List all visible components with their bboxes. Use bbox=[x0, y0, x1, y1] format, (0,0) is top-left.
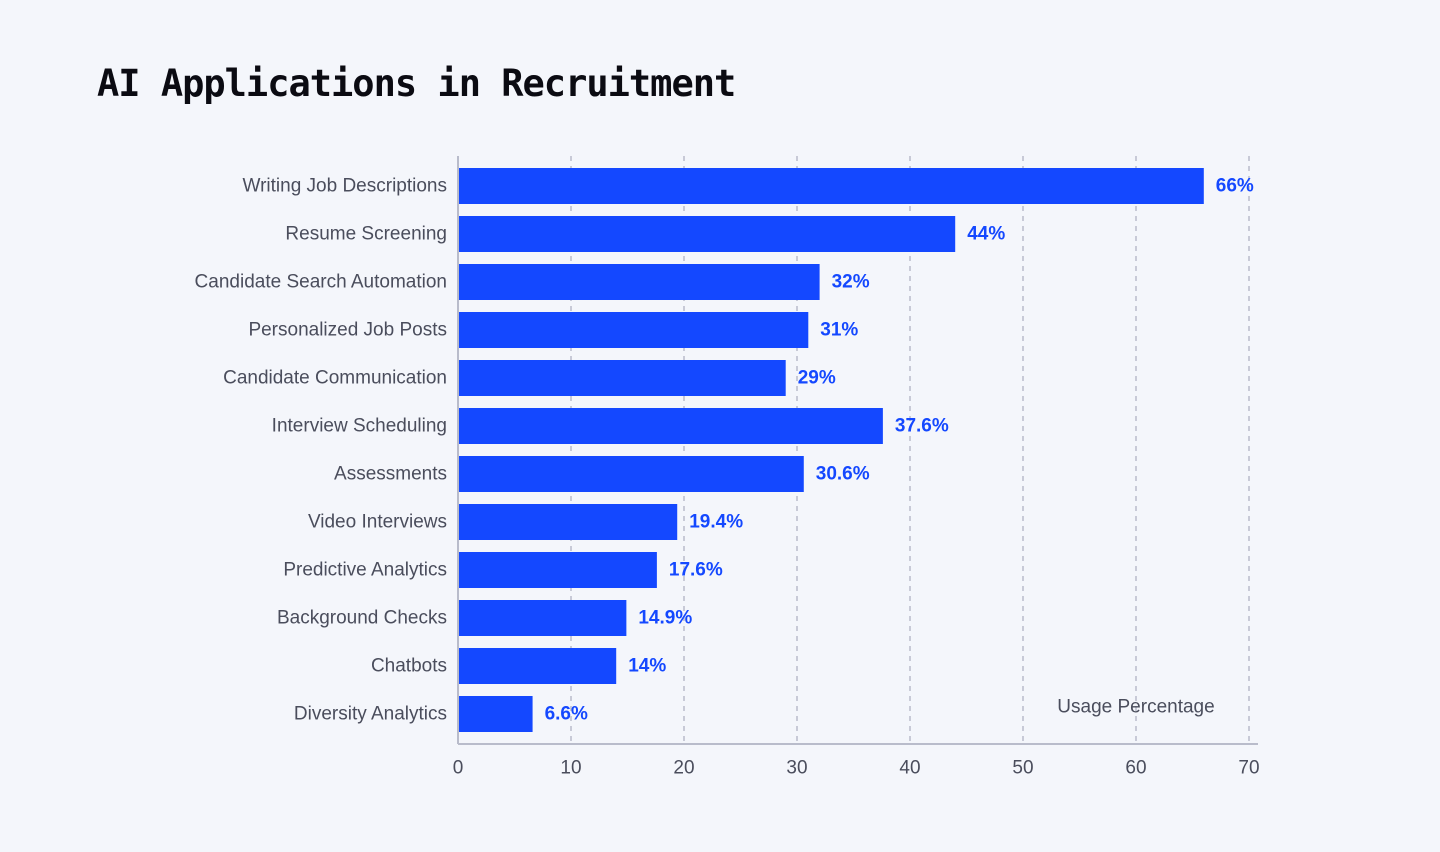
value-label-4: 29% bbox=[798, 368, 836, 389]
category-label-5: Interview Scheduling bbox=[272, 416, 447, 437]
x-tick-label-70: 70 bbox=[1238, 758, 1259, 779]
category-label-9: Background Checks bbox=[277, 608, 447, 629]
value-label-11: 6.6% bbox=[545, 704, 588, 725]
bar-8 bbox=[458, 552, 657, 588]
bars bbox=[458, 168, 1204, 732]
x-tick-label-10: 10 bbox=[560, 758, 581, 779]
bar-10 bbox=[458, 648, 617, 684]
bar-4 bbox=[458, 360, 786, 396]
value-label-3: 31% bbox=[820, 320, 858, 341]
category-label-11: Diversity Analytics bbox=[294, 704, 447, 725]
value-label-7: 19.4% bbox=[689, 512, 743, 533]
value-label-2: 32% bbox=[832, 272, 870, 293]
category-label-1: Resume Screening bbox=[285, 224, 447, 245]
value-label-8: 17.6% bbox=[669, 560, 723, 581]
category-label-3: Personalized Job Posts bbox=[248, 320, 447, 341]
category-label-6: Assessments bbox=[334, 464, 447, 485]
x-tick-label-0: 0 bbox=[453, 758, 464, 779]
axes bbox=[457, 156, 1258, 745]
category-label-8: Predictive Analytics bbox=[283, 560, 447, 581]
bar-9 bbox=[458, 600, 627, 636]
category-label-0: Writing Job Descriptions bbox=[242, 176, 447, 197]
bar-3 bbox=[458, 312, 809, 348]
value-labels: 66% 44% 32% 31% 29% 37.6% 30.6% 19.4% 17.6% 14.9%… bbox=[545, 176, 1254, 725]
grid-lines bbox=[570, 156, 1250, 744]
x-tick-labels: 0 10 20 30 40 50 60 70 bbox=[453, 758, 1260, 779]
bar-11 bbox=[458, 696, 533, 732]
x-tick-label-20: 20 bbox=[673, 758, 694, 779]
x-tick-label-60: 60 bbox=[1125, 758, 1146, 779]
value-label-1: 44% bbox=[967, 224, 1005, 245]
bar-2 bbox=[458, 264, 820, 300]
bar-5 bbox=[458, 408, 883, 444]
bar-6 bbox=[458, 456, 804, 492]
x-tick-label-30: 30 bbox=[786, 758, 807, 779]
chart-title: AI Applications in Recruitment bbox=[97, 62, 736, 105]
value-label-6: 30.6% bbox=[816, 464, 870, 485]
category-label-10: Chatbots bbox=[371, 656, 447, 677]
category-labels: Writing Job Descriptions Resume Screening… bbox=[195, 176, 447, 725]
bar-7 bbox=[458, 504, 678, 540]
category-label-2: Candidate Search Automation bbox=[195, 272, 447, 293]
value-label-10: 14% bbox=[628, 656, 666, 677]
category-label-7: Video Interviews bbox=[308, 512, 447, 533]
x-axis-title: Usage Percentage bbox=[1057, 697, 1214, 718]
value-label-0: 66% bbox=[1216, 176, 1254, 197]
x-tick-label-40: 40 bbox=[899, 758, 920, 779]
category-label-4: Candidate Communication bbox=[223, 368, 447, 389]
value-label-9: 14.9% bbox=[638, 608, 692, 629]
value-label-5: 37.6% bbox=[895, 416, 949, 437]
bar-0 bbox=[458, 168, 1204, 204]
bar-1 bbox=[458, 216, 956, 252]
x-tick-label-50: 50 bbox=[1012, 758, 1033, 779]
